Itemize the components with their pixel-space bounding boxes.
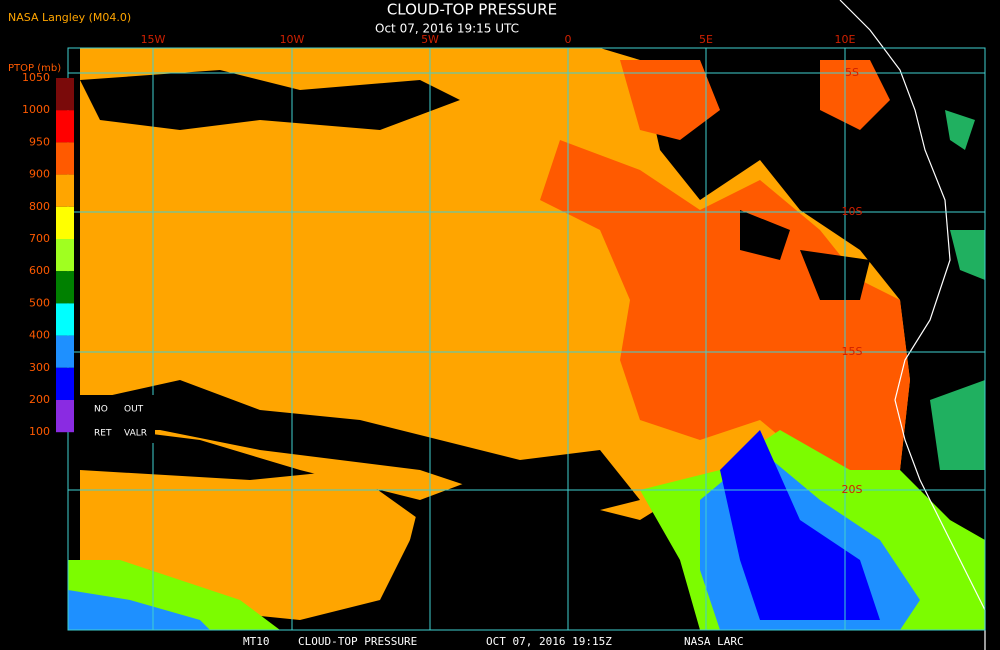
- colorbar-label: PTOP (mb): [8, 63, 61, 74]
- colorbar-tick-label: 900: [29, 168, 50, 181]
- colorbar-swatch: [56, 142, 74, 175]
- colorbar-tick-label: 200: [29, 393, 50, 406]
- flag-label: VALR: [124, 429, 147, 439]
- colorbar-tick-label: 500: [29, 296, 50, 309]
- colorbar-tick-label: 700: [29, 232, 50, 245]
- source-label: NASA Langley (M04.0): [8, 11, 131, 24]
- longitude-label: 5E: [699, 33, 713, 46]
- footer-item: CLOUD-TOP PRESSURE: [298, 635, 417, 648]
- title: CLOUD-TOP PRESSURE: [387, 1, 557, 19]
- colorbar-swatch: [56, 174, 74, 207]
- latitude-label: 15S: [842, 345, 863, 358]
- colorbar-swatch: [56, 78, 74, 111]
- footer: MT10 CLOUD-TOP PRESSURE OCT 07, 2016 19:15…: [243, 635, 744, 648]
- colorbar-tick-label: 300: [29, 361, 50, 374]
- colorbar-swatch: [56, 206, 74, 239]
- colorbar-tick-label: 600: [29, 264, 50, 277]
- footer-item: MT10: [243, 635, 270, 648]
- colorbar-tick-label: 1050: [22, 71, 50, 84]
- satellite-image: [68, 0, 986, 650]
- longitude-label: 5W: [421, 33, 439, 46]
- flag-label: NO: [94, 405, 108, 415]
- longitude-label: 10W: [280, 33, 305, 46]
- longitude-label: 15W: [141, 33, 166, 46]
- longitude-label: 0: [565, 33, 572, 46]
- colorbar: PTOP (mb) 1050 1000 950 900 800 700 600 500 400 3…: [8, 63, 155, 443]
- colorbar-swatch: [56, 335, 74, 368]
- flag-box: [80, 395, 155, 443]
- longitude-label: 10E: [835, 33, 856, 46]
- colorbar-tick-label: 100: [29, 425, 50, 438]
- colorbar-swatch: [56, 303, 74, 336]
- latitude-label: 5S: [845, 66, 859, 79]
- colorbar-tick-label: 400: [29, 329, 50, 342]
- colorbar-tick-label: 800: [29, 200, 50, 213]
- map-grid: 15W 10W 5W 0 5E 10E 5S 10S 15S 20S: [68, 33, 985, 630]
- latitude-label: 20S: [842, 483, 863, 496]
- colorbar-tick-label: 1000: [22, 103, 50, 116]
- flag-label: OUT: [124, 405, 144, 415]
- footer-item: OCT 07, 2016 19:15Z: [486, 635, 612, 648]
- colorbar-swatch: [56, 367, 74, 400]
- latitude-label: 10S: [842, 205, 863, 218]
- timestamp: Oct 07, 2016 19:15 UTC: [375, 22, 519, 36]
- colorbar-tick-label: 950: [29, 135, 50, 148]
- colorbar-swatch: [56, 271, 74, 304]
- colorbar-swatch: [56, 400, 74, 433]
- footer-item: NASA LARC: [684, 635, 744, 648]
- colorbar-swatch: [56, 110, 74, 143]
- flag-label: RET: [94, 429, 112, 439]
- colorbar-swatch: [56, 239, 74, 272]
